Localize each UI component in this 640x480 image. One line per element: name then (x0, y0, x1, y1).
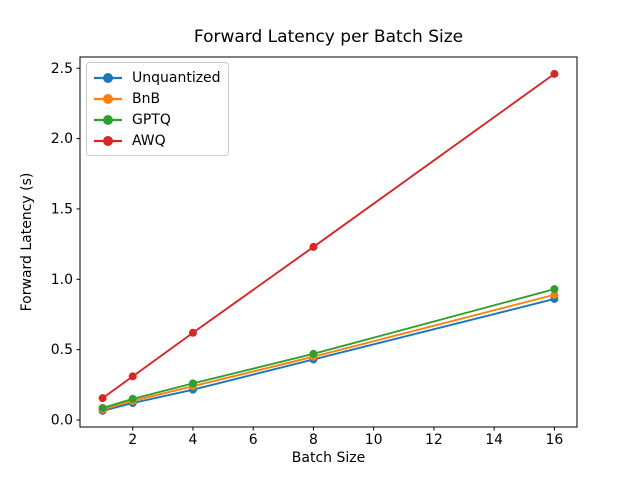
y-tick-label: 2.5 (51, 61, 73, 77)
x-tick-label: 14 (485, 432, 503, 448)
y-axis-label: Forward Latency (s) (19, 172, 35, 312)
legend-item-unquantized: Unquantized (94, 67, 221, 88)
series-line-unquantized (102, 298, 555, 412)
data-point-gptq (128, 394, 137, 403)
data-point-gptq (188, 379, 197, 388)
x-tick-label: 8 (309, 432, 318, 448)
x-tick-label: 2 (128, 432, 137, 448)
x-tick-label: 10 (365, 432, 383, 448)
legend-label-awq: AWQ (132, 132, 166, 149)
y-tick-label: 0.0 (51, 412, 73, 428)
data-point-awq (550, 69, 559, 78)
x-tick-label: 4 (188, 432, 197, 448)
data-point-gptq (550, 285, 559, 294)
legend-marker-icon (103, 135, 113, 146)
data-point-gptq (98, 404, 107, 413)
x-axis-label: Batch Size (291, 450, 366, 466)
legend-marker-icon (103, 72, 113, 83)
y-tick-label: 0.5 (51, 342, 73, 358)
legend-line-sample-awq (94, 135, 122, 146)
x-tick-label: 12 (425, 432, 443, 448)
x-tick-label: 16 (545, 432, 563, 448)
legend-label-unquantized: Unquantized (132, 69, 221, 86)
data-point-gptq (309, 349, 318, 358)
y-tick-label: 1.5 (51, 201, 73, 217)
legend-item-awq: AWQ (94, 130, 221, 151)
legend-label-bnb: BnB (132, 90, 161, 107)
x-tick-label: 6 (249, 432, 258, 448)
legend-line-sample-gptq (94, 114, 122, 125)
axes-spines (79, 56, 578, 428)
legend: Unquantized BnB GPTQ AWQ (86, 62, 229, 156)
legend-label-gptq: GPTQ (132, 111, 171, 128)
series-line-bnb (102, 293, 555, 411)
y-tick-label: 1.0 (51, 272, 73, 288)
legend-marker-icon (103, 114, 113, 125)
chart-title: Forward Latency per Batch Size (193, 27, 464, 47)
legend-line-sample-unquantized (94, 72, 122, 83)
data-point-awq (128, 372, 137, 381)
y-tick-label: 2.0 (51, 131, 73, 147)
data-point-awq (188, 328, 197, 337)
legend-marker-icon (103, 93, 113, 104)
data-point-awq (309, 242, 318, 251)
data-point-awq (98, 394, 107, 403)
legend-item-bnb: BnB (94, 88, 221, 109)
legend-line-sample-bnb (94, 93, 122, 104)
data-point-bnb (550, 290, 559, 299)
legend-item-gptq: GPTQ (94, 109, 221, 130)
